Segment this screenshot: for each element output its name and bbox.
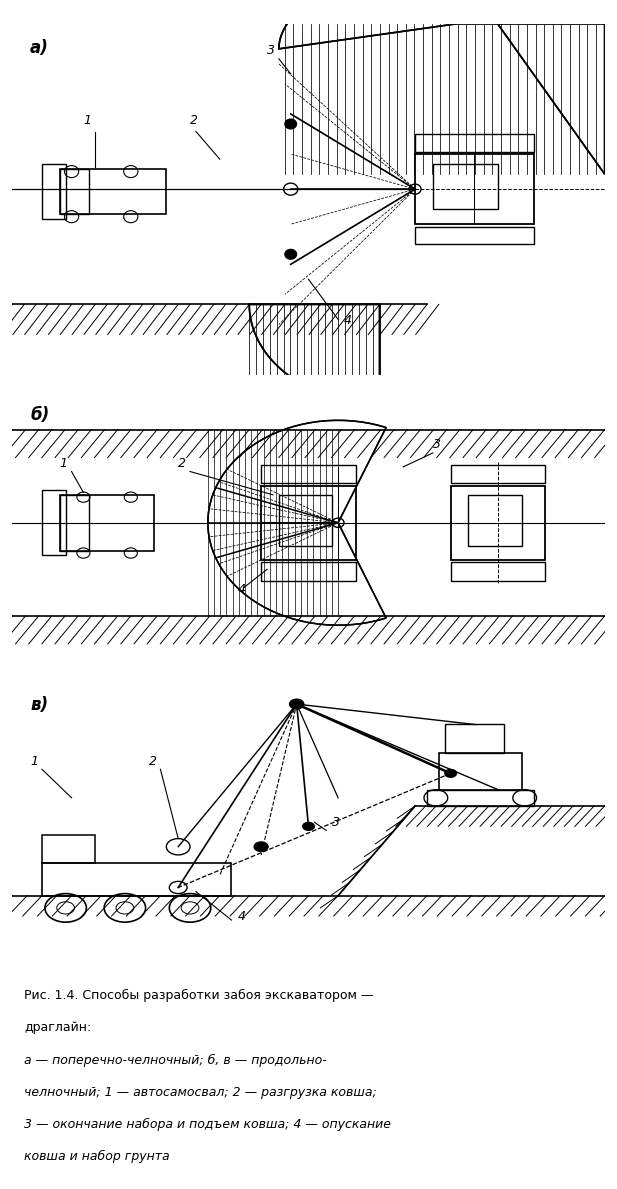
Bar — [60, 495, 89, 551]
Text: 4: 4 — [344, 314, 352, 327]
Bar — [415, 134, 534, 151]
Bar — [433, 164, 498, 209]
Bar — [261, 485, 356, 560]
Bar — [279, 495, 332, 546]
Text: а): а) — [30, 39, 49, 57]
Bar — [60, 169, 89, 214]
Bar — [450, 562, 545, 581]
Text: 3 — окончание набора и подъем ковша; 4 — опускание: 3 — окончание набора и подъем ковша; 4 —… — [24, 1118, 391, 1131]
Text: б): б) — [30, 407, 49, 424]
Text: 2: 2 — [149, 755, 157, 768]
Circle shape — [445, 769, 457, 778]
Bar — [261, 562, 356, 581]
Circle shape — [285, 250, 297, 259]
Bar — [261, 465, 356, 483]
Text: Рис. 1.4. Способы разработки забоя экскаватором —: Рис. 1.4. Способы разработки забоя экска… — [24, 989, 374, 1002]
Circle shape — [289, 699, 304, 709]
Bar — [42, 863, 231, 895]
Text: ковша и набор грунта: ковша и набор грунта — [24, 1150, 170, 1163]
Bar — [415, 155, 534, 225]
Bar — [439, 753, 522, 789]
Bar — [468, 495, 522, 546]
Bar — [450, 465, 545, 483]
Text: 1: 1 — [60, 457, 68, 470]
Text: 1: 1 — [83, 114, 91, 127]
Bar — [415, 227, 534, 244]
Text: 3: 3 — [433, 439, 441, 452]
Bar — [445, 724, 504, 753]
Bar — [42, 164, 65, 219]
Circle shape — [285, 119, 297, 130]
Text: челночный; 1 — автосамосвал; 2 — разгрузка ковша;: челночный; 1 — автосамосвал; 2 — разгруз… — [24, 1086, 377, 1099]
Text: 4: 4 — [238, 910, 246, 923]
Text: 4: 4 — [238, 583, 246, 596]
Bar — [42, 490, 65, 555]
Text: драглайн:: драглайн: — [24, 1021, 91, 1034]
Circle shape — [255, 843, 267, 851]
Text: 2: 2 — [190, 114, 198, 127]
Bar — [427, 789, 534, 806]
Bar — [60, 169, 167, 214]
Bar — [42, 835, 95, 863]
Text: 2: 2 — [178, 457, 186, 470]
Text: в): в) — [30, 696, 48, 713]
Text: а — поперечно-челночный; б, в — продольно-: а — поперечно-челночный; б, в — продольн… — [24, 1053, 327, 1067]
Text: 3: 3 — [332, 817, 340, 830]
Circle shape — [302, 823, 315, 830]
Bar — [60, 495, 154, 551]
Text: 1: 1 — [30, 755, 38, 768]
Text: 3: 3 — [267, 44, 275, 57]
Bar — [450, 485, 545, 560]
Circle shape — [254, 842, 268, 851]
